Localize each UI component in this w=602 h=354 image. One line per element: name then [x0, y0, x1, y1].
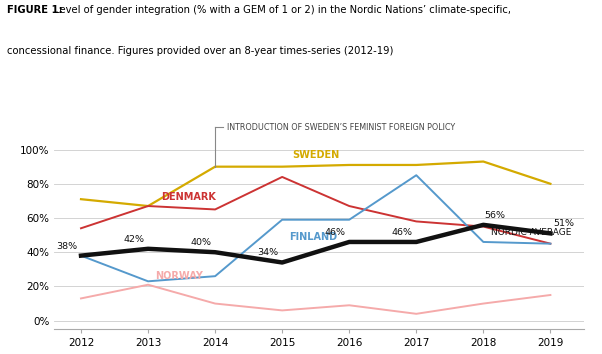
- Text: 46%: 46%: [325, 228, 346, 237]
- Text: DENMARK: DENMARK: [161, 192, 216, 202]
- Text: 40%: 40%: [191, 238, 212, 247]
- Text: 38%: 38%: [57, 241, 78, 251]
- Text: FINLAND: FINLAND: [289, 232, 337, 242]
- Text: 34%: 34%: [258, 249, 279, 257]
- Text: concessional finance. Figures provided over an 8-year times-series (2012-19): concessional finance. Figures provided o…: [7, 46, 394, 56]
- Text: 46%: 46%: [392, 228, 413, 237]
- Text: NORWAY: NORWAY: [155, 271, 203, 281]
- Text: 42%: 42%: [123, 235, 144, 244]
- Text: NORDIC AVERAGE: NORDIC AVERAGE: [491, 228, 572, 237]
- Text: SWEDEN: SWEDEN: [292, 150, 340, 160]
- Text: 51%: 51%: [554, 219, 575, 228]
- Text: INTRODUCTION OF SWEDEN’S FEMINIST FOREIGN POLICY: INTRODUCTION OF SWEDEN’S FEMINIST FOREIG…: [227, 123, 455, 132]
- Text: Level of gender integration (% with a GEM of 1 or 2) in the Nordic Nations’ clim: Level of gender integration (% with a GE…: [51, 5, 511, 15]
- Text: FIGURE 1:: FIGURE 1:: [7, 5, 63, 15]
- Text: 56%: 56%: [485, 211, 506, 220]
